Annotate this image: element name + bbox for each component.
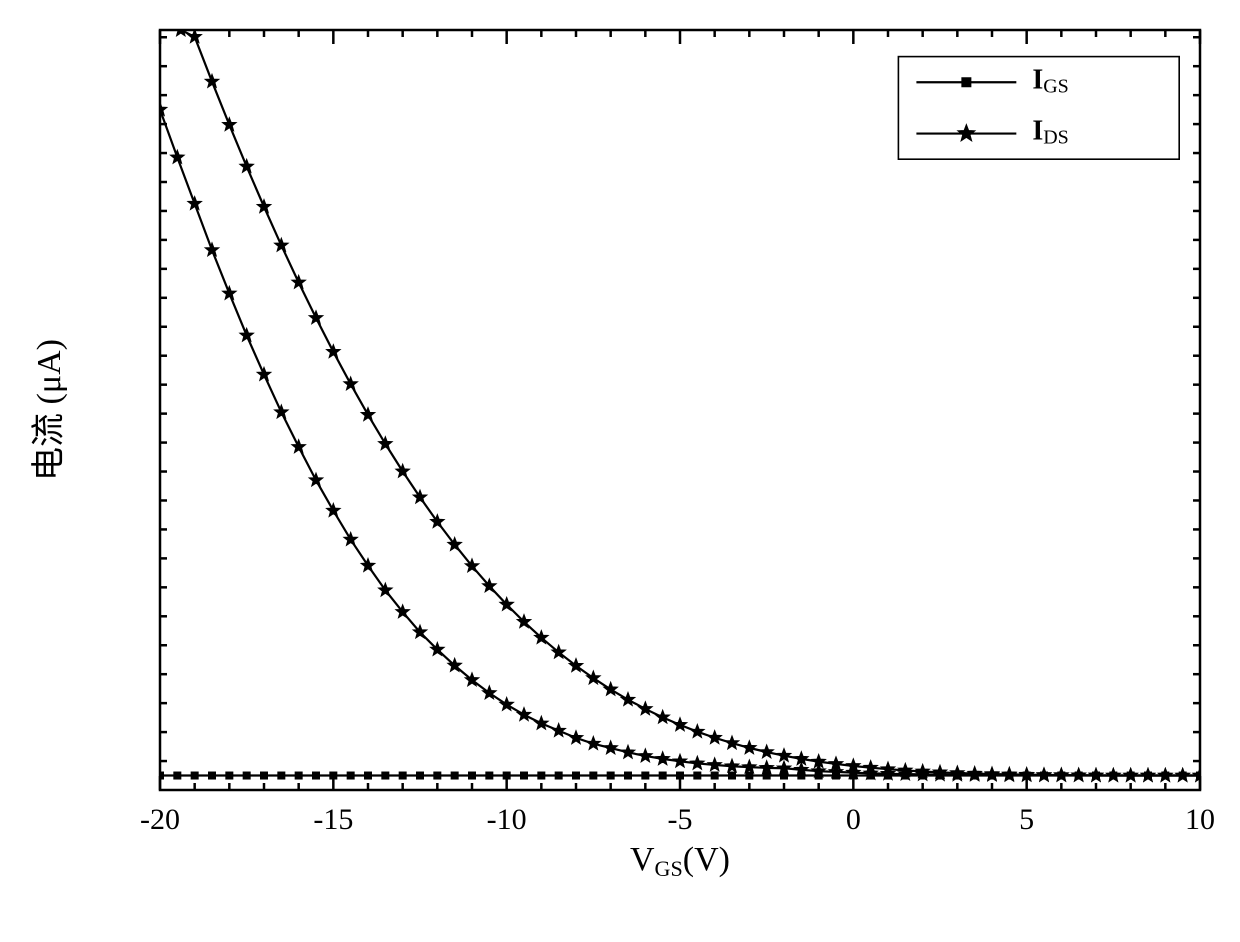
x-tick-label: -10 [487,803,527,836]
x-tick-label: -5 [668,803,693,836]
x-tick-label: 10 [1185,803,1215,836]
x-tick-label: 0 [846,803,861,836]
x-tick-label: 5 [1019,803,1034,836]
x-tick-label: -20 [140,803,180,836]
x-tick-label: -15 [313,803,353,836]
transfer-curve-chart: -20-15-10-50510VGS(V)电流 (μA)IGSIDS [0,0,1240,942]
legend: IGSIDS [898,57,1179,160]
chart-svg: -20-15-10-50510VGS(V)电流 (μA)IGSIDS [0,0,1240,942]
y-axis-label: 电流 (μA) [30,339,68,481]
